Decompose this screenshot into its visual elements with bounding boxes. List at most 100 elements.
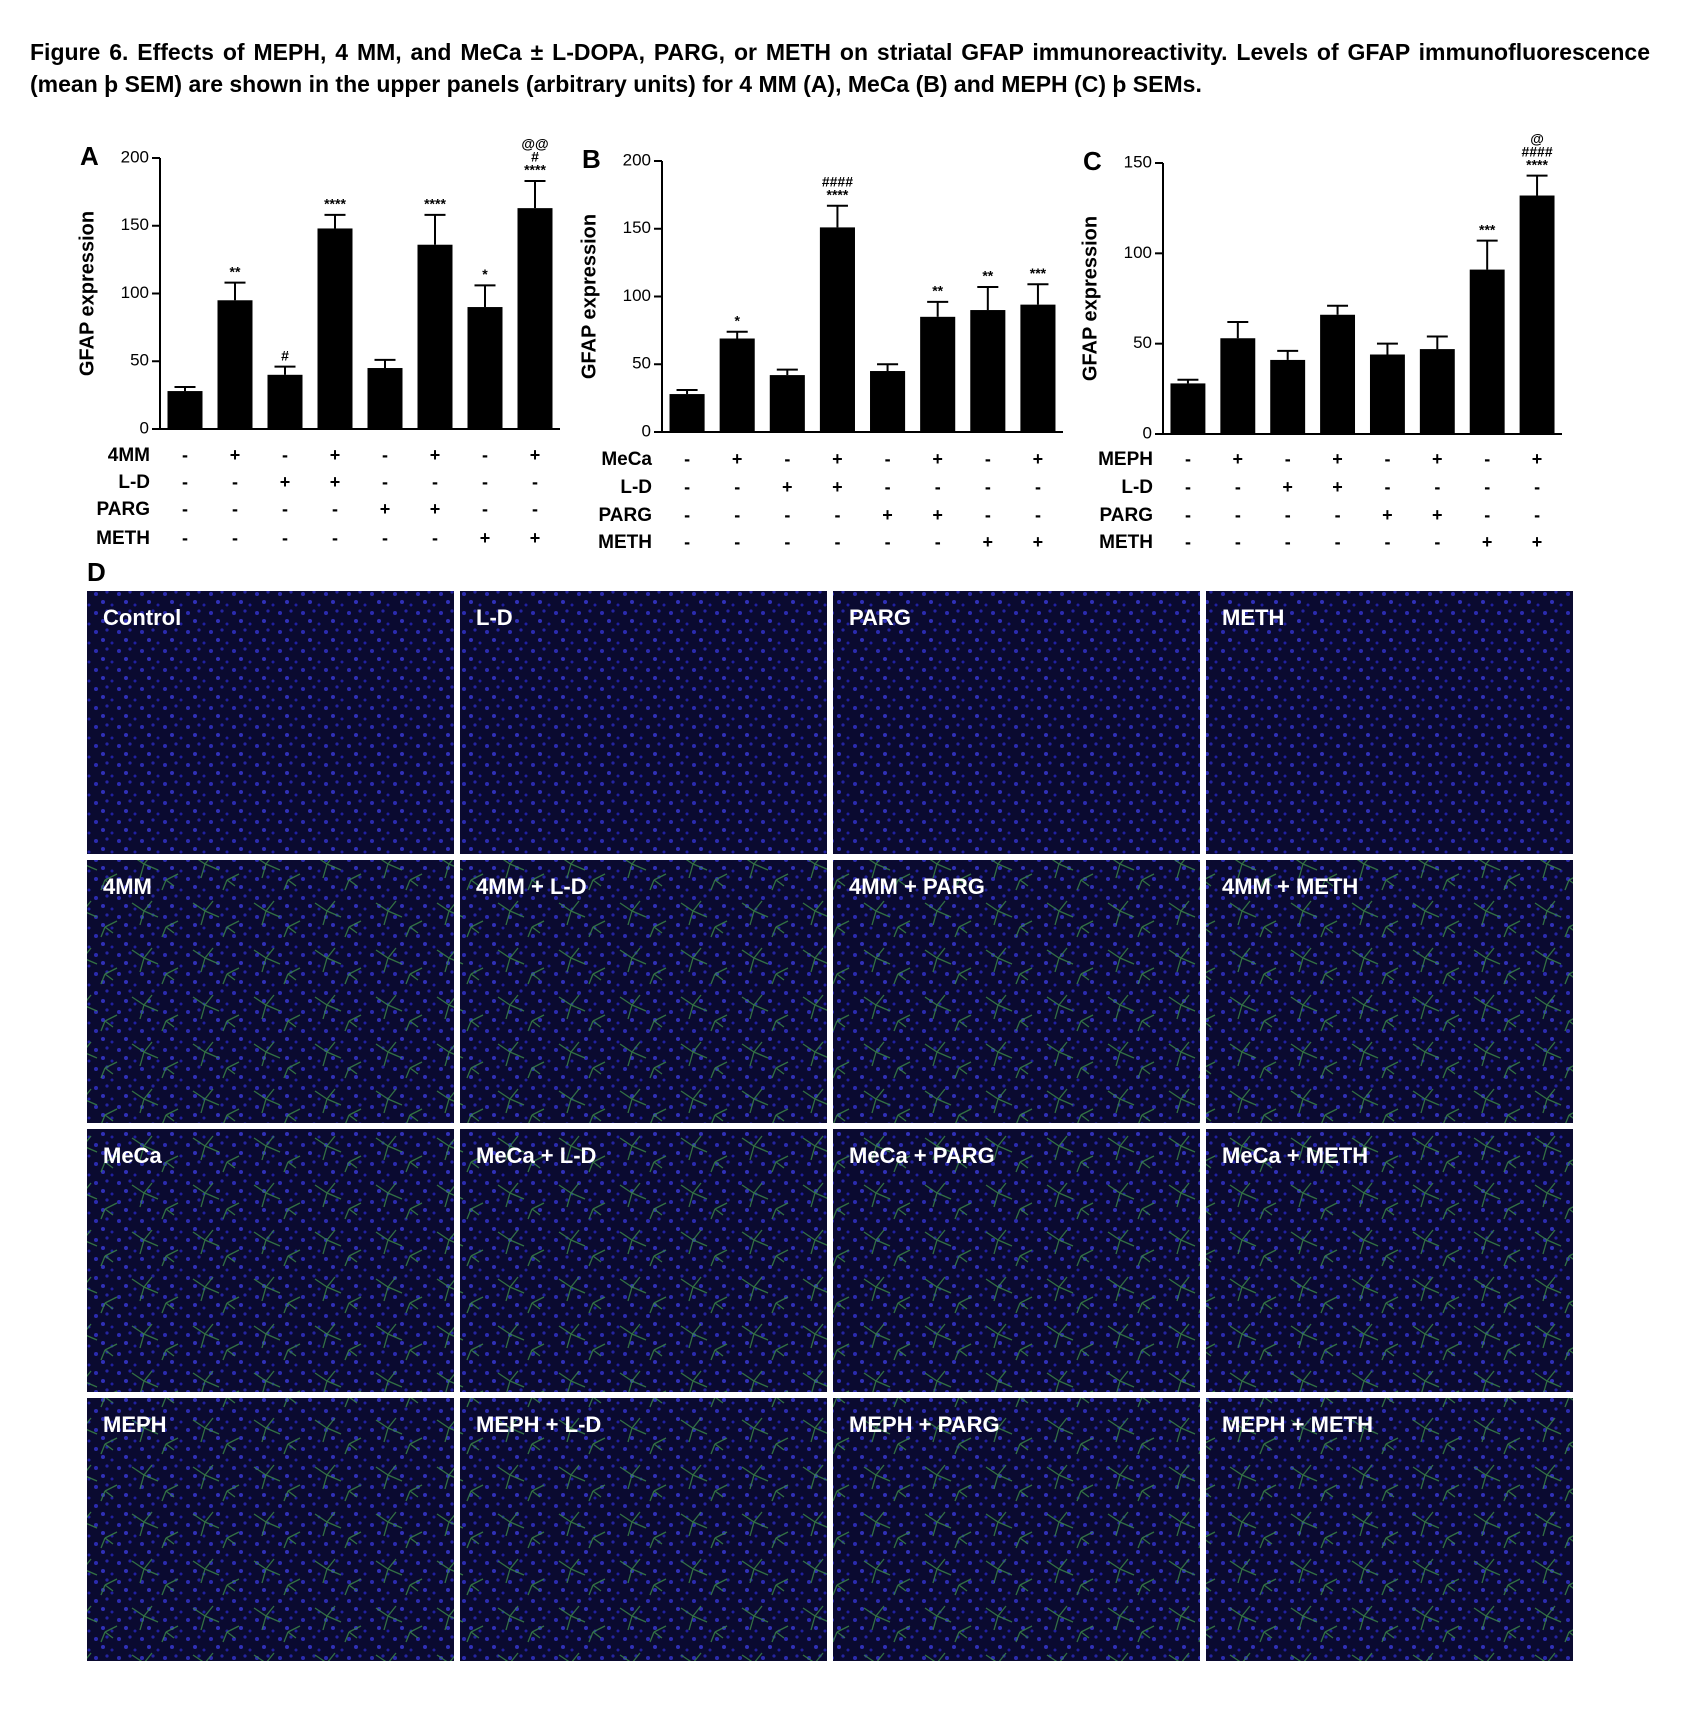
condition-mark: - [182, 472, 188, 492]
condition-mark: - [182, 528, 188, 548]
condition-mark: - [935, 532, 941, 552]
significance-label: * [734, 312, 740, 328]
micrograph-astrocytes [87, 1398, 454, 1661]
micrograph-nuclei [87, 591, 454, 854]
y-tick-label: 100 [121, 283, 149, 302]
condition-mark: - [532, 472, 538, 492]
condition-name: PARG [97, 499, 150, 520]
panel-label: C [1083, 146, 1102, 176]
micrograph-astrocytes [87, 860, 454, 1123]
panel-label: B [582, 144, 601, 174]
bar [1270, 359, 1306, 434]
significance-label: * [482, 266, 488, 282]
condition-mark: - [1185, 449, 1191, 469]
micrograph-astrocytes [1206, 1398, 1573, 1661]
condition-mark: - [1384, 477, 1390, 497]
condition-mark: - [282, 528, 288, 548]
condition-mark: + [832, 449, 843, 469]
significance-label: @@ [521, 136, 548, 152]
condition-mark: - [432, 528, 438, 548]
micrograph-nuclei [1206, 591, 1573, 854]
condition-name: PARG [1100, 505, 1153, 526]
condition-mark: - [684, 532, 690, 552]
y-tick-label: 50 [130, 351, 149, 370]
condition-mark: - [1335, 532, 1341, 552]
condition-mark: + [530, 528, 541, 548]
micrograph-label: MEPH + L-D [476, 1412, 601, 1437]
condition-mark: + [330, 445, 341, 465]
condition-mark: - [382, 445, 388, 465]
condition-mark: + [1332, 477, 1343, 497]
significance-label: #### [1521, 143, 1552, 159]
condition-mark: - [834, 532, 840, 552]
condition-mark: - [1035, 477, 1041, 497]
bar [769, 375, 805, 432]
micrograph-astrocytes [833, 860, 1200, 1123]
condition-name: METH [96, 528, 150, 549]
condition-mark: - [834, 505, 840, 525]
condition-mark: - [232, 472, 238, 492]
y-axis-label: GFAP expression [1079, 216, 1101, 381]
condition-mark: - [1335, 505, 1341, 525]
condition-mark: - [1434, 532, 1440, 552]
micrograph-astrocytes [1206, 1129, 1573, 1392]
condition-mark: + [530, 445, 541, 465]
condition-mark: - [1484, 505, 1490, 525]
significance-label: @ [1530, 130, 1544, 146]
condition-mark: - [1534, 505, 1540, 525]
condition-mark: + [932, 505, 943, 525]
significance-label: **** [827, 186, 849, 202]
condition-mark: + [1532, 449, 1543, 469]
y-tick-label: 150 [121, 215, 149, 234]
condition-mark: - [1185, 505, 1191, 525]
condition-mark: - [734, 532, 740, 552]
condition-name: METH [598, 532, 652, 553]
significance-label: **** [324, 196, 346, 212]
significance-label: **** [524, 162, 546, 178]
condition-mark: + [1382, 505, 1393, 525]
condition-mark: + [330, 472, 341, 492]
bar [217, 300, 253, 429]
condition-mark: - [382, 528, 388, 548]
condition-mark: + [882, 505, 893, 525]
micrograph-label: MeCa + METH [1222, 1143, 1368, 1168]
condition-name: PARG [599, 505, 652, 526]
micrograph-label: MeCa [103, 1143, 162, 1168]
condition-mark: + [983, 532, 994, 552]
bar [920, 316, 956, 432]
condition-mark: + [1332, 449, 1343, 469]
y-tick-label: 0 [1143, 423, 1152, 442]
micrograph-label: 4MM + PARG [849, 874, 985, 899]
micrograph-astrocytes [833, 1129, 1200, 1392]
condition-mark: + [430, 445, 441, 465]
micrograph-astrocytes [1206, 860, 1573, 1123]
condition-mark: + [280, 472, 291, 492]
y-tick-label: 150 [1124, 152, 1152, 171]
significance-label: # [281, 347, 289, 363]
significance-label: *** [1030, 265, 1047, 281]
condition-mark: - [1434, 477, 1440, 497]
panel-label: A [80, 141, 99, 171]
condition-mark: + [1532, 532, 1543, 552]
significance-label: ** [982, 268, 993, 284]
micrograph-label: PARG [849, 605, 911, 630]
bar [1020, 304, 1056, 432]
micrograph-label: Control [103, 605, 181, 630]
micrograph-label: MEPH + METH [1222, 1412, 1373, 1437]
condition-mark: + [1233, 449, 1244, 469]
condition-mark: + [832, 477, 843, 497]
bar [1469, 269, 1505, 434]
bar [669, 394, 705, 432]
condition-mark: - [885, 477, 891, 497]
condition-mark: - [784, 449, 790, 469]
condition-mark: - [684, 505, 690, 525]
condition-mark: - [1484, 449, 1490, 469]
condition-name: MEPH [1098, 449, 1153, 470]
significance-label: #### [822, 173, 853, 189]
condition-mark: - [1235, 532, 1241, 552]
condition-mark: - [1384, 532, 1390, 552]
micrograph-label: MeCa + L-D [476, 1143, 596, 1168]
condition-name: 4MM [108, 445, 150, 466]
condition-mark: + [1432, 505, 1443, 525]
